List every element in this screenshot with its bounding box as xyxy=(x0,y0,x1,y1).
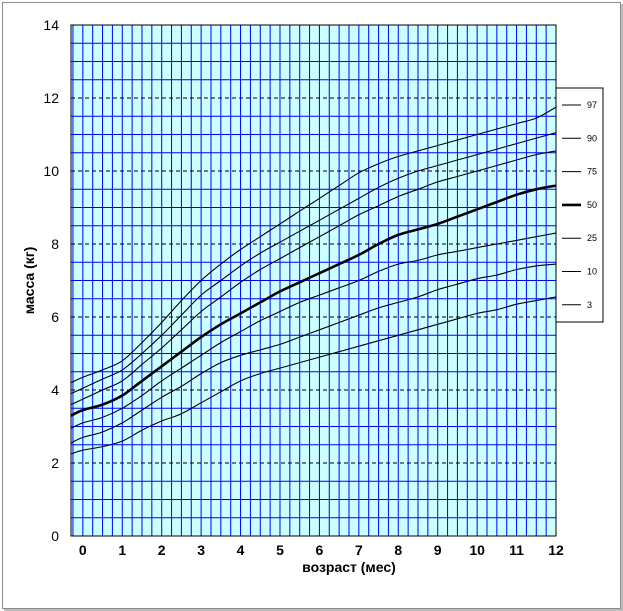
series-line-p3 xyxy=(70,296,557,455)
legend-label: 3 xyxy=(587,300,592,310)
series-lines xyxy=(70,106,557,455)
series-line-p90 xyxy=(70,132,557,395)
series-line-p97 xyxy=(70,106,557,384)
y-tick-label: 6 xyxy=(51,309,59,325)
x-tick-label: 11 xyxy=(509,542,524,558)
legend-label: 97 xyxy=(587,100,597,110)
legend-label: 10 xyxy=(587,267,597,277)
legend-label: 90 xyxy=(587,133,597,143)
series-line-p50 xyxy=(70,184,557,417)
y-tick-label: 4 xyxy=(51,382,59,398)
x-tick-label: 3 xyxy=(197,542,205,558)
x-tick-label: 8 xyxy=(394,542,402,558)
y-tick-labels: 0 2 4 6 8 10 12 14 xyxy=(43,17,59,544)
series-line-p75 xyxy=(70,150,557,406)
y-tick-label: 12 xyxy=(43,90,59,106)
series-line-p25 xyxy=(70,232,557,429)
legend: 97 90 75 50 25 10 3 xyxy=(555,87,604,323)
x-tick-label: 2 xyxy=(158,542,166,558)
y-tick-label: 8 xyxy=(51,236,59,252)
x-tick-label: 10 xyxy=(469,542,485,558)
x-tick-label: 0 xyxy=(79,542,87,558)
x-tick-label: 6 xyxy=(316,542,324,558)
x-tick-labels: 0 1 2 3 4 5 6 7 8 9 10 11 12 xyxy=(79,542,564,558)
y-tick-label: 10 xyxy=(43,163,59,179)
x-tick-label: 7 xyxy=(355,542,363,558)
x-tick-label: 9 xyxy=(434,542,442,558)
x-tick-label: 4 xyxy=(237,542,245,558)
x-tick-label: 5 xyxy=(276,542,284,558)
y-axis-title: масса (кг) xyxy=(21,247,37,315)
legend-label: 50 xyxy=(587,200,597,210)
series-line-p10 xyxy=(70,263,557,444)
y-tick-label: 0 xyxy=(51,528,59,544)
legend-label: 25 xyxy=(587,233,597,243)
x-tick-label: 12 xyxy=(548,542,564,558)
x-tick-label: 1 xyxy=(118,542,126,558)
y-tick-label: 14 xyxy=(43,17,59,33)
x-axis-title: возраст (мес) xyxy=(302,559,396,575)
legend-label: 75 xyxy=(587,167,597,177)
y-tick-label: 2 xyxy=(51,455,59,471)
